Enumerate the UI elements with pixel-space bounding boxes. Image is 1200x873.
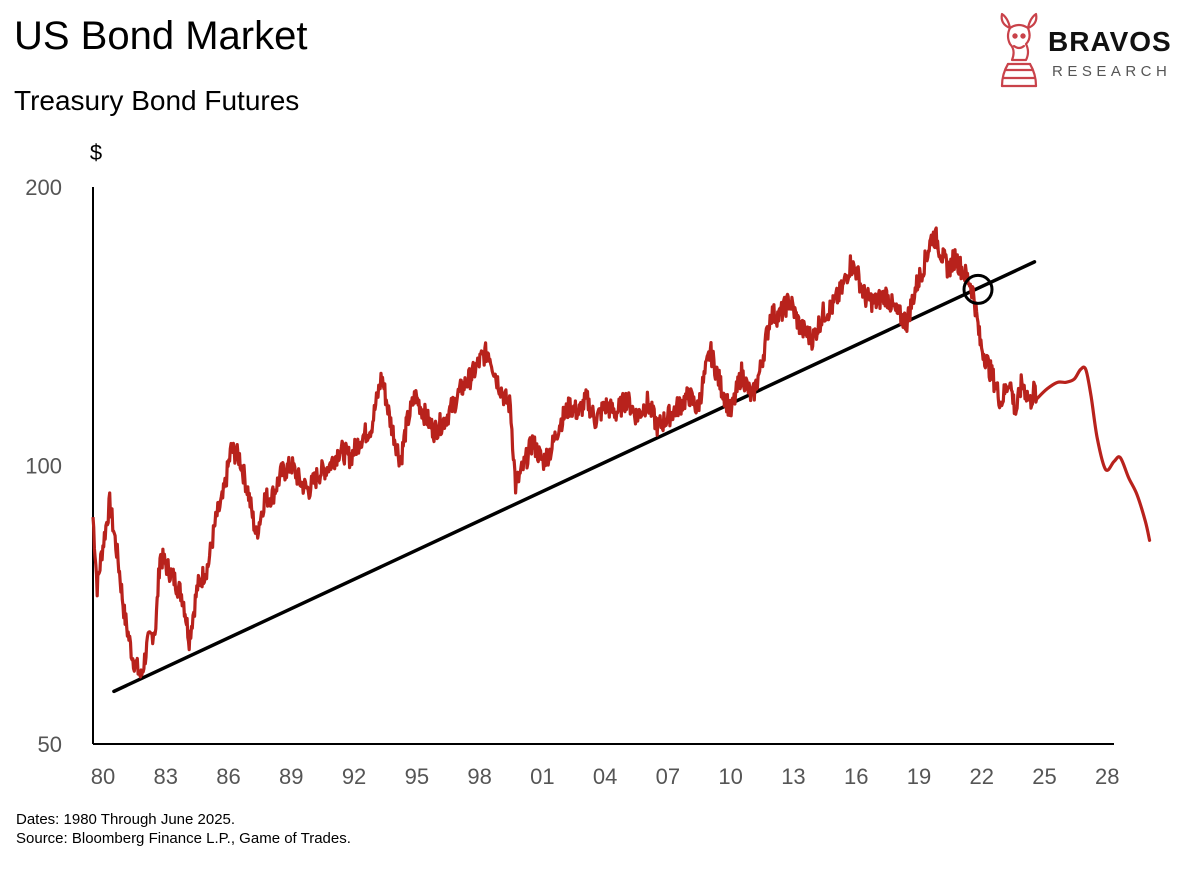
x-tick-label: 25 — [1032, 764, 1056, 789]
x-tick-label: 16 — [844, 764, 868, 789]
y-tick-label: 100 — [25, 454, 62, 479]
x-tick-label: 80 — [91, 764, 115, 789]
x-tick-label: 10 — [718, 764, 742, 789]
footnote-dates: Dates: 1980 Through June 2025. — [16, 811, 236, 828]
x-tick-label: 22 — [969, 764, 993, 789]
bull-chess-knight-icon — [1000, 12, 1038, 88]
brand-tagline: RESEARCH — [1052, 63, 1172, 80]
x-tick-label: 07 — [656, 764, 680, 789]
series-line-historical — [91, 226, 1039, 679]
chart-footnote: Dates: 1980 Through June 2025. Source: B… — [16, 810, 351, 848]
y-tick-label: 50 — [38, 732, 62, 757]
x-tick-label: 19 — [907, 764, 931, 789]
x-tick-label: 86 — [216, 764, 240, 789]
x-tick-label: 28 — [1095, 764, 1119, 789]
y-tick-label: 200 — [25, 175, 62, 200]
x-tick-label: 01 — [530, 764, 554, 789]
x-tick-label: 89 — [279, 764, 303, 789]
footnote-source: Source: Bloomberg Finance L.P., Game of … — [16, 830, 351, 847]
x-tick-label: 98 — [467, 764, 491, 789]
y-axis-label: $ — [90, 140, 102, 165]
x-tick-label: 95 — [405, 764, 429, 789]
chart-subtitle: Treasury Bond Futures — [14, 85, 300, 116]
series-line-projection — [1035, 365, 1152, 542]
chart-title: US Bond Market — [14, 14, 308, 58]
brand-logo: BRAVOS RESEARCH — [996, 8, 1186, 92]
breakdown-circle-marker — [962, 273, 994, 305]
brand-name: BRAVOS — [1048, 26, 1172, 57]
x-tick-label: 04 — [593, 764, 617, 789]
x-tick-label: 83 — [154, 764, 178, 789]
x-tick-label: 13 — [781, 764, 805, 789]
x-tick-label: 92 — [342, 764, 366, 789]
support-trendline — [112, 260, 1037, 694]
